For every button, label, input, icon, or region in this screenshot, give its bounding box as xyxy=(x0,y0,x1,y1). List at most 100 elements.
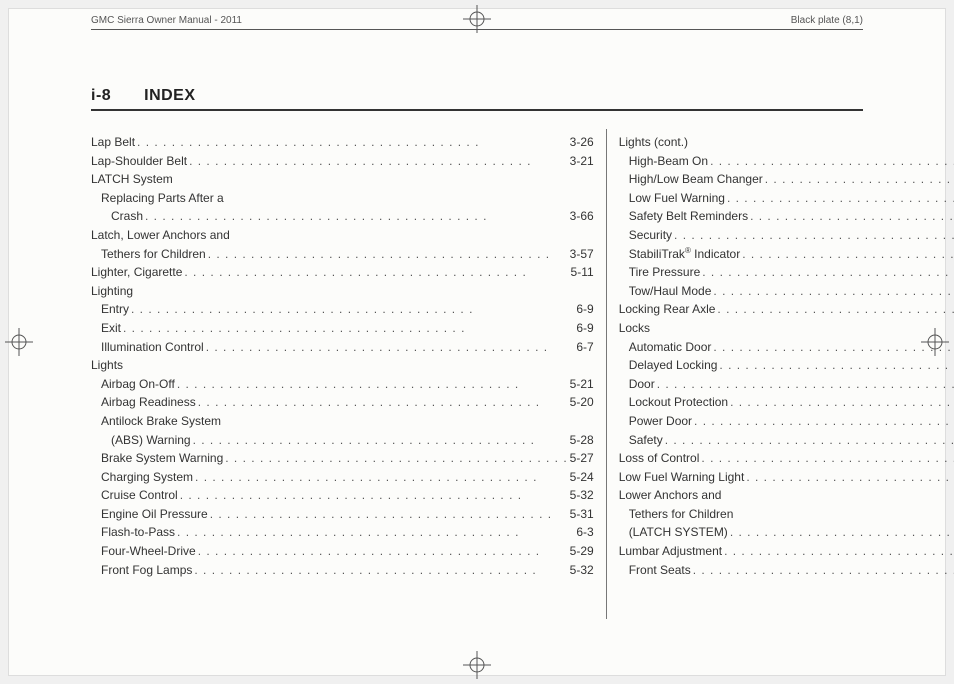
index-entry-label: High/Low Beam Changer xyxy=(629,170,763,189)
index-entry: Crash 3-66 xyxy=(91,207,594,226)
leader-dots xyxy=(715,300,954,319)
doc-title: GMC Sierra Owner Manual - 2011 xyxy=(91,15,242,26)
index-entry-label: Lockout Protection xyxy=(629,393,728,412)
leader-dots xyxy=(744,468,954,487)
index-entry-label: Safety xyxy=(629,431,663,450)
index-entry-label: Illumination Control xyxy=(101,338,204,357)
index-entry-page: 6-3 xyxy=(576,523,593,542)
index-entry-label: (LATCH SYSTEM) xyxy=(629,523,728,542)
leader-dots xyxy=(192,561,569,580)
index-entry-label: Low Fuel Warning Light xyxy=(619,468,745,487)
section-title: INDEX xyxy=(144,87,195,104)
index-entry-label: Lighting xyxy=(91,282,133,301)
index-entry: Airbag On-Off5-21 xyxy=(91,375,594,394)
index-entry-label: Lap-Shoulder Belt xyxy=(91,152,187,171)
leader-dots xyxy=(175,523,576,542)
index-entry: Lap Belt 3-26 xyxy=(91,133,594,152)
leader-dots xyxy=(135,133,570,152)
index-entry: Low Fuel Warning Light5-31 xyxy=(619,468,954,487)
index-entry-label: Low Fuel Warning xyxy=(629,189,725,208)
index-entry-label: Latch, Lower Anchors and xyxy=(91,226,230,245)
leader-dots xyxy=(223,449,569,468)
leader-dots xyxy=(175,375,570,394)
index-entry: Exit6-9 xyxy=(91,319,594,338)
registration-mark-left-icon xyxy=(5,328,33,356)
index-entry-page: 3-66 xyxy=(570,207,594,226)
index-entry-label: Flash-to-Pass xyxy=(101,523,175,542)
index-entry-label: Lumbar Adjustment xyxy=(619,542,722,561)
index-entry: Flash-to-Pass 6-3 xyxy=(91,523,594,542)
index-entry-page: 3-26 xyxy=(570,133,594,152)
leader-dots xyxy=(204,338,577,357)
index-entry: Entry6-9 xyxy=(91,300,594,319)
index-entry-page: 5-31 xyxy=(570,505,594,524)
index-entry: Lap-Shoulder Belt 3-21 xyxy=(91,152,594,171)
index-entry: Safety Belt Reminders5-19 xyxy=(619,207,954,226)
index-entry-page: 5-28 xyxy=(570,431,594,450)
leader-dots xyxy=(722,542,954,561)
index-entry-label: Front Seats xyxy=(629,561,691,580)
leader-dots xyxy=(208,505,570,524)
index-entry-page: 5-27 xyxy=(570,449,594,468)
leader-dots xyxy=(728,393,954,412)
leader-dots xyxy=(740,245,954,264)
index-entry-label: Crash xyxy=(111,207,143,226)
index-entry-label: Security xyxy=(629,226,672,245)
index-entry: Locking Rear Axle9-73 xyxy=(619,300,954,319)
index-entry: Lighter, Cigarette5-11 xyxy=(91,263,594,282)
leader-dots xyxy=(196,393,570,412)
index-entry: Antilock Brake System xyxy=(91,412,594,431)
index-entry-label: Airbag Readiness xyxy=(101,393,196,412)
registration-mark-top-icon xyxy=(463,5,491,33)
leader-dots xyxy=(143,207,570,226)
index-entry-label: Airbag On-Off xyxy=(101,375,175,394)
index-entry-label: Cruise Control xyxy=(101,486,178,505)
index-entry-label: Power Door xyxy=(629,412,692,431)
index-entry-label: Lighter, Cigarette xyxy=(91,263,182,282)
index-entry-label: Lower Anchors and xyxy=(619,486,722,505)
leader-dots xyxy=(193,468,570,487)
index-entry-label: Tethers for Children xyxy=(629,505,734,524)
index-entry: High-Beam On5-32 xyxy=(619,152,954,171)
leader-dots xyxy=(763,170,954,189)
index-entry-label: Engine Oil Pressure xyxy=(101,505,208,524)
index-entry-label: Tow/Haul Mode xyxy=(629,282,712,301)
index-entry-page: 6-9 xyxy=(576,300,593,319)
index-entry-label: LATCH System xyxy=(91,170,173,189)
index-entry-page: 5-29 xyxy=(570,542,594,561)
leader-dots xyxy=(191,431,570,450)
index-entry: StabiliTrak® Indicator5-30 xyxy=(619,245,954,264)
leader-dots xyxy=(129,300,576,319)
index-entry: Cruise Control 5-32 xyxy=(91,486,594,505)
index-entry: Loss of Control9-6 xyxy=(619,449,954,468)
index-entry-label: StabiliTrak® Indicator xyxy=(629,245,741,264)
index-entry: High/Low Beam Changer6-3 xyxy=(619,170,954,189)
index-entry: Locks xyxy=(619,319,954,338)
index-entry: Tethers for Children3-57 xyxy=(91,245,594,264)
index-entry-page: 5-32 xyxy=(570,486,594,505)
leader-dots xyxy=(748,207,954,226)
index-entry: LATCH System xyxy=(91,170,594,189)
leader-dots xyxy=(691,561,954,580)
leader-dots xyxy=(711,338,954,357)
index-entry-label: Lights (cont.) xyxy=(619,133,688,152)
index-entry: Lighting xyxy=(91,282,594,301)
index-entry-page: 3-21 xyxy=(570,152,594,171)
index-entry-page: 5-24 xyxy=(570,468,594,487)
index-entry-label: Delayed Locking xyxy=(629,356,718,375)
index-entry: Tow/Haul Mode5-29 xyxy=(619,282,954,301)
index-entry: Latch, Lower Anchors and xyxy=(91,226,594,245)
leader-dots xyxy=(178,486,570,505)
index-entry: Lower Anchors and xyxy=(619,486,954,505)
leader-dots xyxy=(700,263,954,282)
index-entry-label: Lights xyxy=(91,356,123,375)
index-entry-label: Four-Wheel-Drive xyxy=(101,542,196,561)
index-column-2: Lights (cont.)High-Beam On5-32High/Low B… xyxy=(606,129,954,619)
index-entry: Low Fuel Warning5-31 xyxy=(619,189,954,208)
index-entry-page: 5-32 xyxy=(570,561,594,580)
index-entry: Engine Oil Pressure 5-31 xyxy=(91,505,594,524)
manual-page: GMC Sierra Owner Manual - 2011 Black pla… xyxy=(8,8,946,676)
leader-dots xyxy=(728,523,954,542)
index-entry-label: Lap Belt xyxy=(91,133,135,152)
leader-dots xyxy=(672,226,954,245)
